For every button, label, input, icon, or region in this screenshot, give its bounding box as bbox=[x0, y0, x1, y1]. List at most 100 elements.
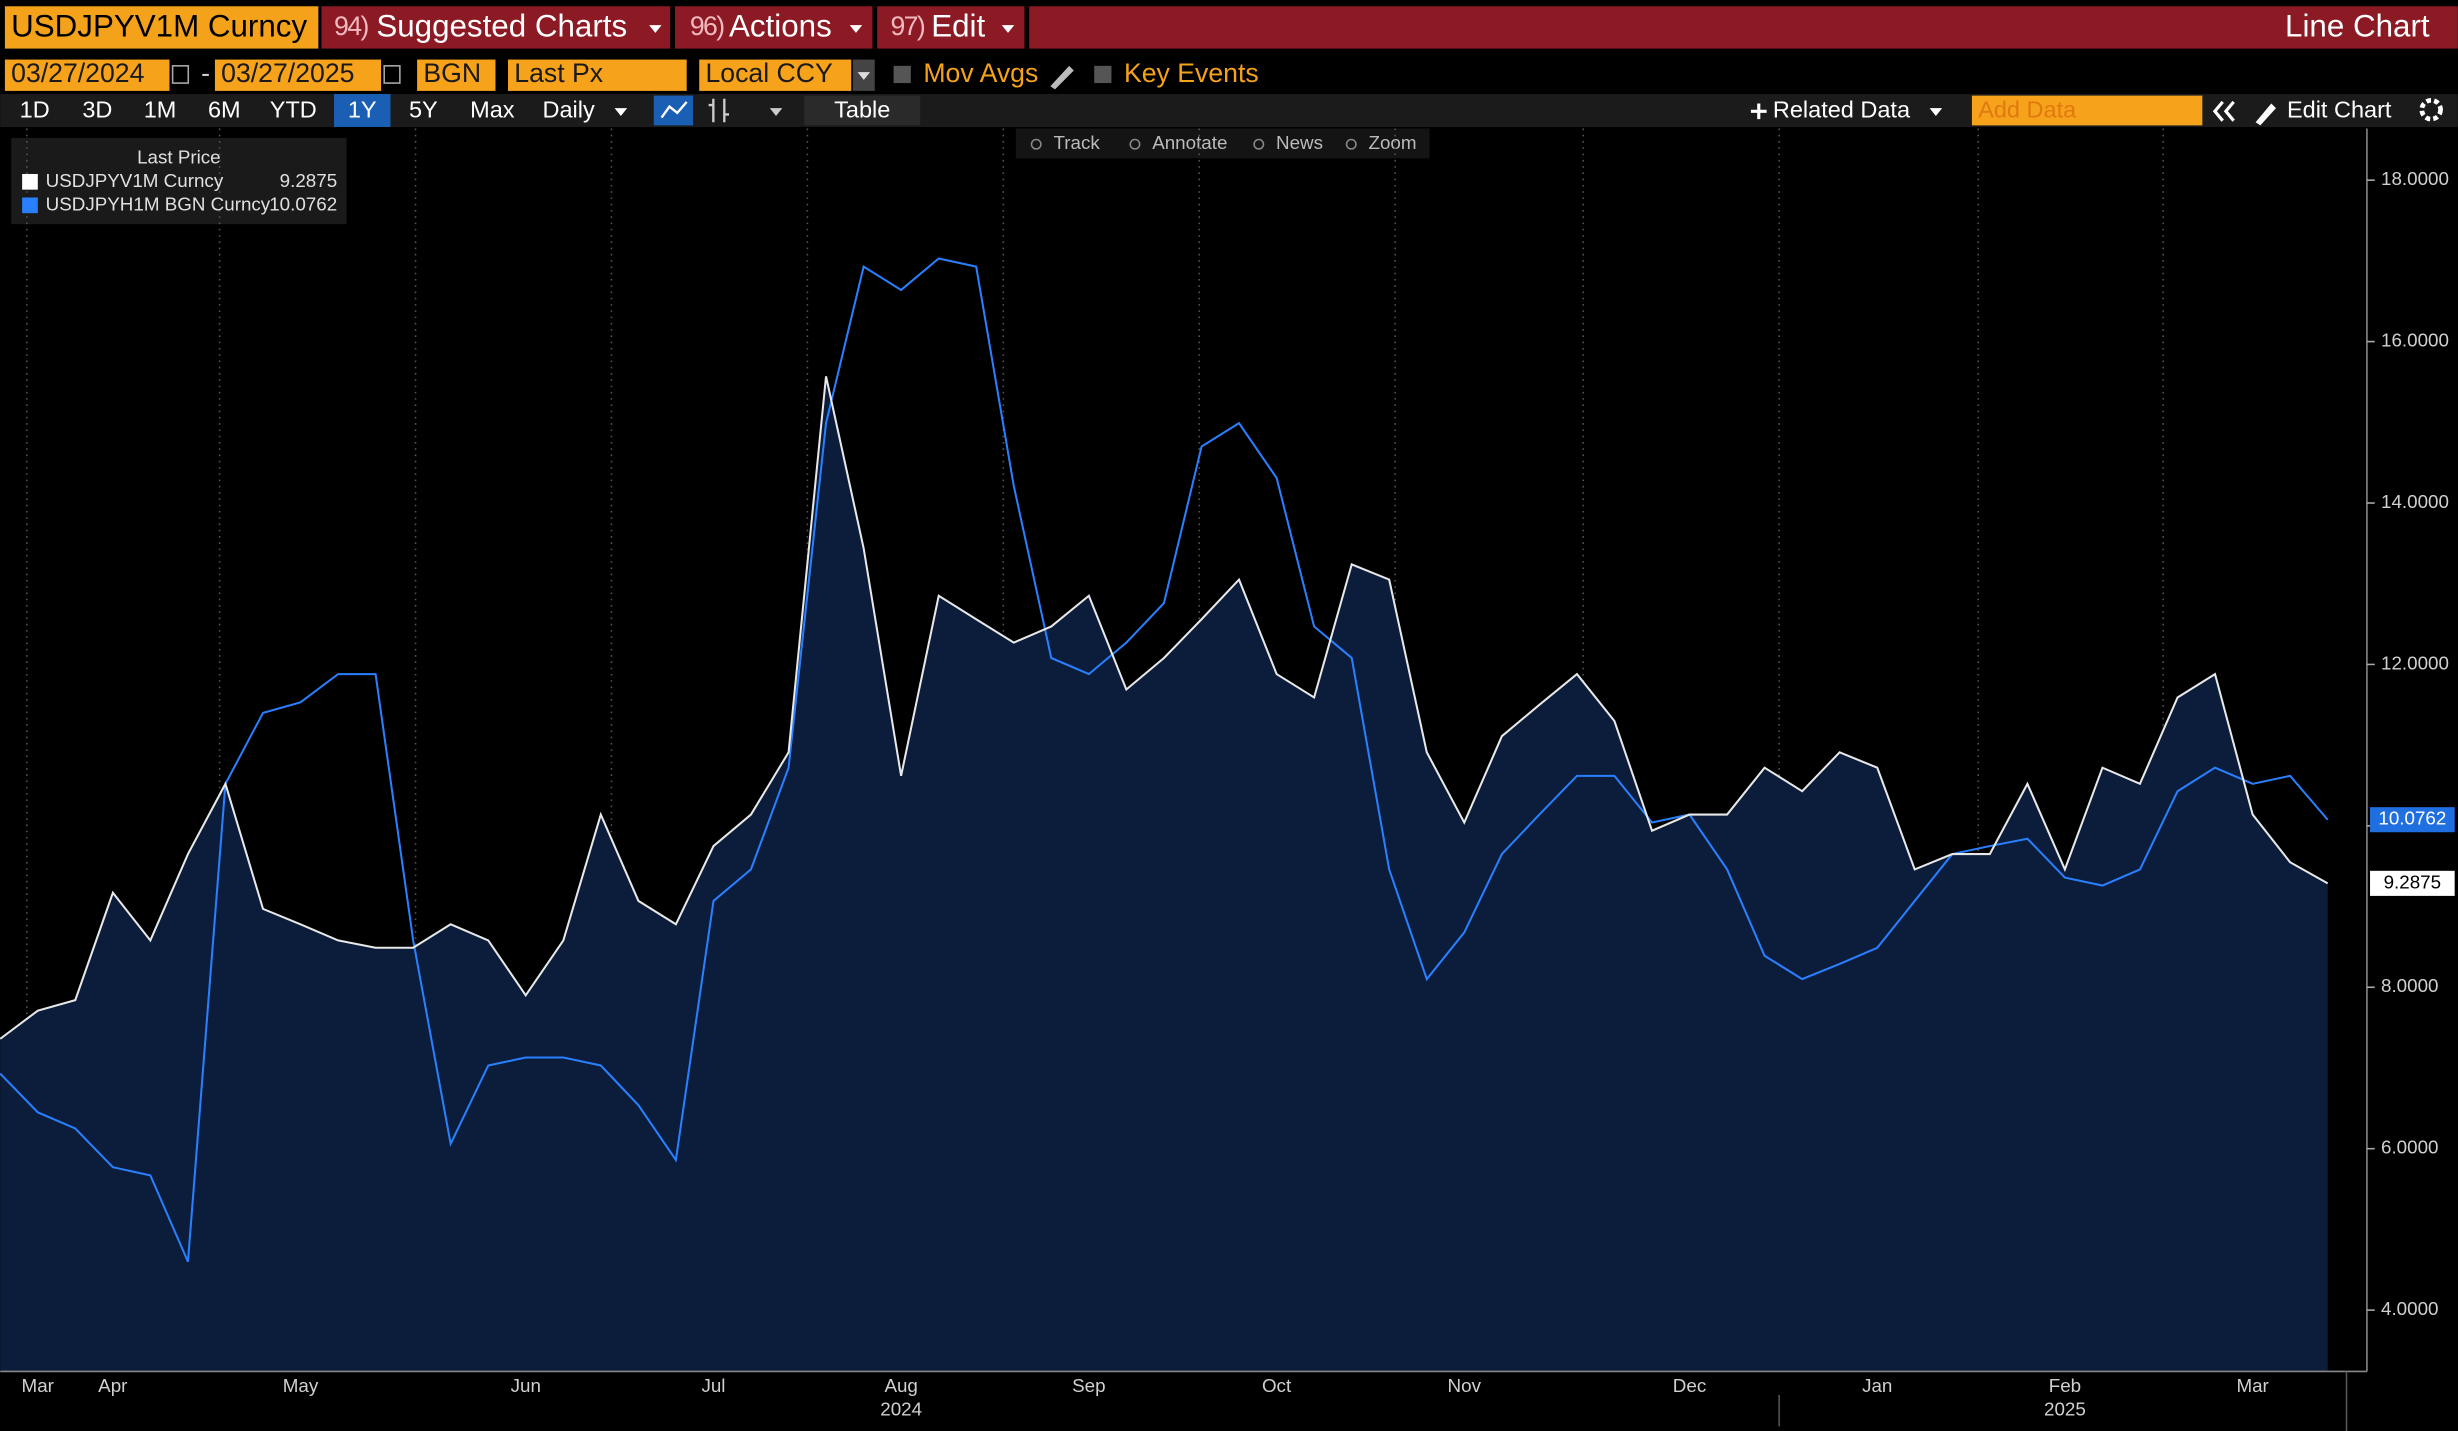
checkbox[interactable] bbox=[893, 65, 911, 84]
dropdown-arrow bbox=[769, 108, 783, 116]
add-data-placeholder[interactable]: Add Data bbox=[1978, 96, 2077, 122]
date-input[interactable] bbox=[4, 59, 170, 91]
legend-name: USDJPYV1M Curncy bbox=[46, 170, 224, 191]
legend-swatch bbox=[22, 197, 38, 214]
add-data-input[interactable] bbox=[1971, 95, 2203, 126]
edit-chart[interactable]: Edit Chart bbox=[2287, 96, 2392, 122]
table-button[interactable] bbox=[804, 95, 921, 126]
tool-icon[interactable] bbox=[1129, 138, 1141, 150]
calendar-icon[interactable] bbox=[383, 65, 401, 84]
chart-tool[interactable]: Annotate bbox=[1152, 132, 1227, 153]
date-separator: - bbox=[201, 58, 210, 88]
period-button[interactable]: 1Y bbox=[348, 96, 377, 122]
y-tick-label: 4.0000 bbox=[2381, 1298, 2439, 1319]
security[interactable]: USDJPYV1M Curncy bbox=[11, 8, 307, 43]
chart-tool[interactable]: Zoom bbox=[1368, 132, 1416, 153]
currency-input[interactable] bbox=[699, 59, 852, 91]
source[interactable]: BGN bbox=[423, 58, 481, 88]
chart-tools-bar bbox=[1015, 128, 1430, 159]
y-tick-label: 6.0000 bbox=[2381, 1137, 2439, 1158]
x-tick-label: Jan bbox=[1862, 1375, 1892, 1396]
currency[interactable]: Local CCY bbox=[706, 58, 834, 88]
chart-tool[interactable]: Track bbox=[1053, 132, 1100, 153]
series-line bbox=[0, 376, 2329, 1040]
checkbox[interactable] bbox=[1094, 65, 1112, 84]
mov-avgs[interactable]: Mov Avgs bbox=[923, 58, 1038, 88]
legend-name: USDJPYH1M BGN Curncy bbox=[46, 193, 271, 214]
end-date[interactable]: 03/27/2025 bbox=[221, 58, 354, 88]
calendar-icon[interactable] bbox=[171, 65, 190, 84]
source-input[interactable] bbox=[417, 59, 496, 91]
area bbox=[0, 376, 2328, 1372]
pencil-icon[interactable] bbox=[2255, 103, 2276, 126]
dropdown-arrow bbox=[849, 25, 863, 33]
x-tick-label: Dec bbox=[1673, 1375, 1706, 1396]
pencil-icon[interactable] bbox=[1050, 65, 1074, 90]
y-tick-label: 8.0000 bbox=[2381, 975, 2439, 996]
date-input[interactable] bbox=[214, 59, 382, 91]
bar-chart-icon[interactable] bbox=[708, 98, 730, 123]
view-title: Line Chart bbox=[2285, 8, 2430, 43]
plus-icon bbox=[1750, 103, 1767, 120]
x-tick-label: Feb bbox=[2049, 1375, 2081, 1396]
chart-tool[interactable]: News bbox=[1276, 132, 1323, 153]
tool-icon[interactable] bbox=[1345, 138, 1357, 150]
x-tick-label: Nov bbox=[1448, 1375, 1482, 1396]
x-tick-label: Aug bbox=[884, 1375, 917, 1396]
frequency[interactable]: Daily bbox=[542, 96, 594, 122]
period-button[interactable]: 5Y bbox=[409, 96, 438, 122]
period-button[interactable]: 6M bbox=[208, 96, 241, 122]
legend-title: Last Price bbox=[137, 146, 221, 167]
last-value-label: 9.2875 bbox=[2384, 871, 2442, 892]
y-tick-label: 14.0000 bbox=[2381, 491, 2449, 512]
dropdown-arrow bbox=[1001, 25, 1015, 33]
period-button[interactable]: YTD bbox=[270, 96, 317, 122]
dropdown-arrow bbox=[614, 108, 628, 116]
menu-number[interactable]: 96) bbox=[690, 11, 726, 41]
tool-icon[interactable] bbox=[1030, 138, 1042, 150]
y-tick-label: 18.0000 bbox=[2381, 168, 2449, 189]
last-value-tag bbox=[2370, 870, 2455, 896]
period-selected[interactable] bbox=[334, 94, 391, 127]
tool-icon[interactable] bbox=[1253, 138, 1265, 150]
x-tick-label: Jun bbox=[511, 1375, 541, 1396]
menu-label[interactable]: Actions bbox=[729, 8, 832, 43]
period-button[interactable]: 1M bbox=[144, 96, 177, 122]
line-chart-icon bbox=[660, 101, 688, 119]
x-tick-label: Mar bbox=[2236, 1375, 2268, 1396]
legend-box bbox=[11, 137, 347, 225]
series-line bbox=[0, 257, 2329, 1263]
settings-icon[interactable] bbox=[2419, 97, 2443, 122]
collapse-icon[interactable] bbox=[2212, 100, 2235, 122]
period-button[interactable]: 3D bbox=[82, 96, 112, 122]
start-date[interactable]: 03/27/2024 bbox=[11, 58, 144, 88]
legend-value: 10.0762 bbox=[269, 193, 337, 214]
last-value-label: 10.0762 bbox=[2378, 808, 2446, 829]
period-button[interactable]: Max bbox=[470, 96, 515, 122]
menu-number[interactable]: 97) bbox=[890, 11, 926, 41]
header-bar bbox=[321, 6, 2458, 49]
y-tick-label: 16.0000 bbox=[2381, 330, 2449, 351]
related-data[interactable]: Related Data bbox=[1773, 96, 1911, 122]
dropdown-arrow bbox=[857, 72, 871, 80]
legend-swatch bbox=[22, 173, 38, 190]
field[interactable]: Last Px bbox=[514, 58, 603, 88]
x-tick-label: May bbox=[283, 1375, 319, 1396]
dropdown-arrow bbox=[1929, 108, 1943, 116]
menu-number[interactable]: 94) bbox=[334, 11, 370, 41]
period-button[interactable]: 1D bbox=[20, 96, 50, 122]
legend-value: 9.2875 bbox=[280, 170, 338, 191]
y-tick-label: 12.0000 bbox=[2381, 652, 2449, 673]
table-button-label[interactable]: Table bbox=[834, 96, 890, 122]
x-tick-label: Oct bbox=[1262, 1375, 1292, 1396]
key-events[interactable]: Key Events bbox=[1124, 58, 1259, 88]
x-tick-label: Mar bbox=[22, 1375, 54, 1396]
x-tick-label: Sep bbox=[1072, 1375, 1105, 1396]
last-value-tag bbox=[2370, 807, 2455, 833]
field-input[interactable] bbox=[508, 59, 687, 91]
security-box[interactable] bbox=[4, 6, 319, 49]
menu-label[interactable]: Suggested Charts bbox=[376, 8, 627, 43]
menu-label[interactable]: Edit bbox=[931, 8, 985, 43]
x-year-label: 2025 bbox=[2044, 1399, 2086, 1420]
